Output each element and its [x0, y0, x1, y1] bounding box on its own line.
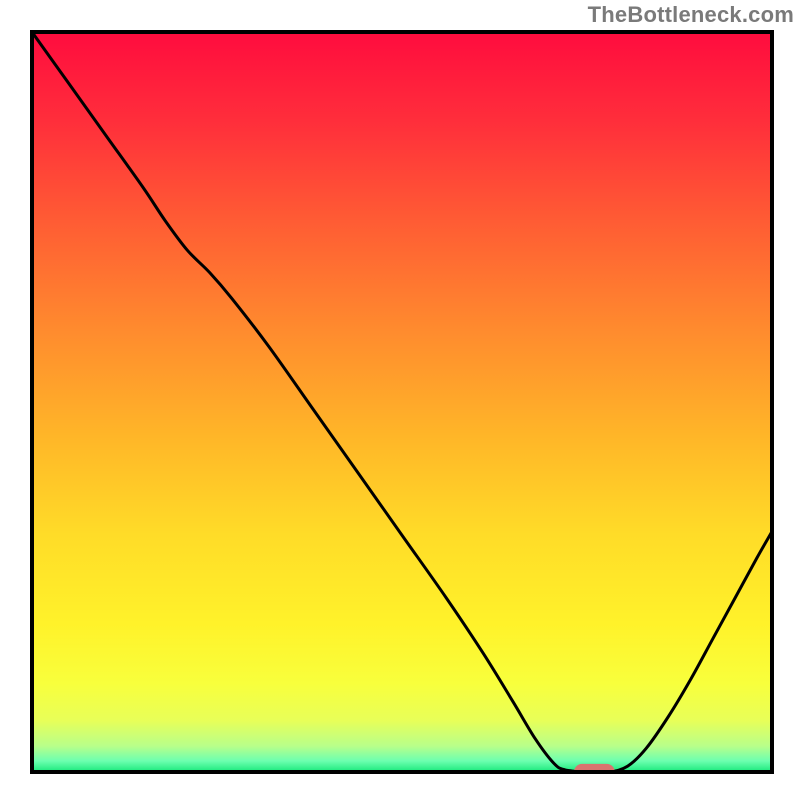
watermark-text: TheBottleneck.com: [588, 2, 794, 28]
chart-background: [32, 32, 772, 772]
bottleneck-chart: [0, 0, 800, 800]
